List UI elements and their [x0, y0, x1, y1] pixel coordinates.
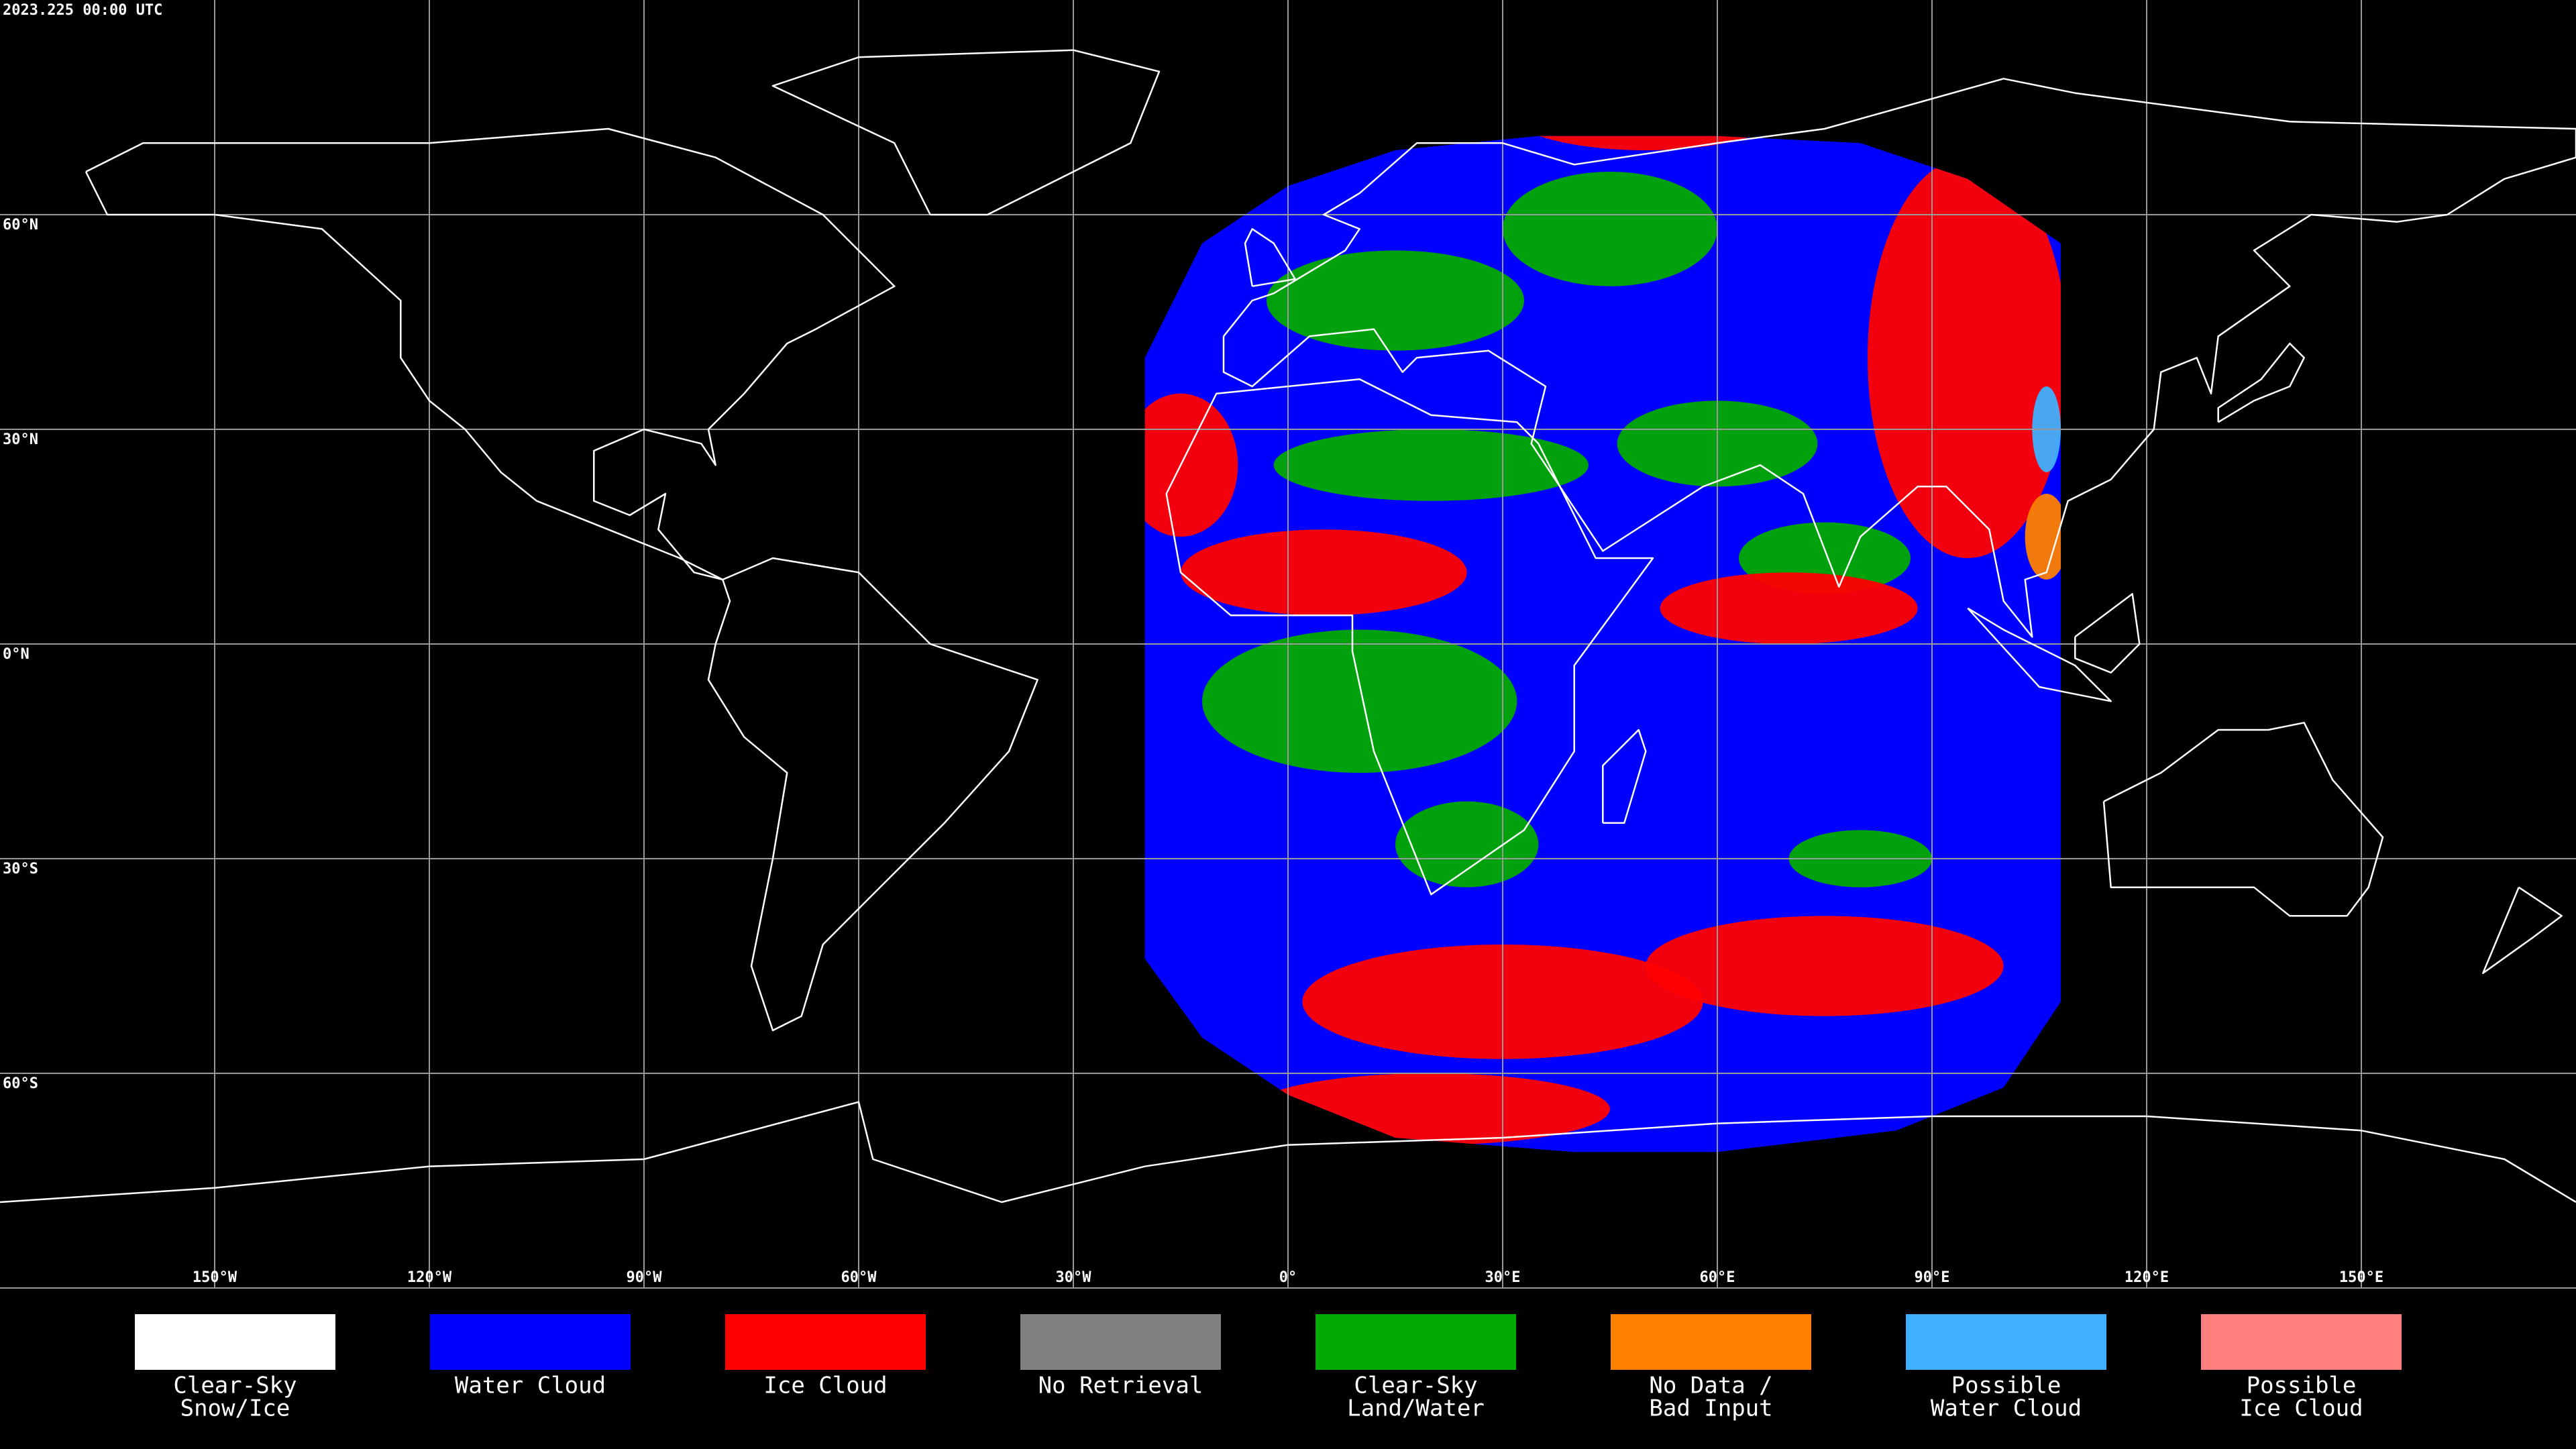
cloud-patch — [1395, 801, 1539, 888]
cloud-patch — [1181, 529, 1467, 616]
legend-label: Water Cloud — [1931, 1395, 2082, 1422]
longitude-label: 30°W — [1056, 1269, 1092, 1286]
cloud-patch — [1646, 916, 2004, 1016]
longitude-label: 30°E — [1485, 1269, 1521, 1286]
legend-swatch — [1316, 1314, 1516, 1370]
latitude-label: 60°N — [3, 217, 38, 233]
legend-label: Land/Water — [1347, 1395, 1485, 1422]
coastline — [2074, 593, 2141, 674]
longitude-label: 90°W — [627, 1269, 663, 1286]
cloud-patch — [1660, 572, 1918, 645]
coastline — [1602, 729, 1647, 824]
latitude-label: 60°S — [3, 1075, 38, 1092]
legend-swatch — [1020, 1314, 1221, 1370]
longitude-label: 60°W — [841, 1269, 877, 1286]
cloud-patch — [1868, 157, 2061, 558]
legend-swatch — [1611, 1314, 1811, 1370]
latitude-label: 30°N — [3, 431, 38, 448]
legend-swatch — [430, 1314, 631, 1370]
longitude-label: 60°E — [1700, 1269, 1735, 1286]
cloud-patch — [1503, 172, 1717, 286]
coastline — [2482, 886, 2563, 974]
legend-label: Possible — [2247, 1373, 2357, 1399]
graticule — [0, 0, 2576, 1289]
legend-label: Water Cloud — [455, 1373, 606, 1399]
coastline — [2102, 722, 2384, 917]
legend-label: Ice Cloud — [763, 1373, 887, 1399]
cloud-patch — [1202, 629, 1517, 773]
legend-swatch — [2201, 1314, 2402, 1370]
cloud-phase-imagery — [1144, 136, 2061, 1152]
longitude-label: 120°W — [407, 1269, 452, 1286]
legend-label: No Data / — [1649, 1373, 1772, 1399]
timestamp: 2023.225 00:00 UTC — [3, 2, 162, 19]
axis-labels: 60°N 30°N 0°N 30°S 60°S 150°W 120°W 90°W 60°W 30°… — [3, 217, 2383, 1286]
coastline — [1967, 607, 2112, 702]
coastline — [2217, 342, 2305, 423]
coastline — [1165, 378, 1654, 896]
coastline — [85, 127, 896, 581]
legend-label: Clear-Sky — [173, 1373, 297, 1399]
latitude-label: 30°S — [3, 861, 38, 877]
legend-label: Bad Input — [1649, 1395, 1772, 1422]
coastline — [1244, 228, 1296, 287]
legend-label: No Retrieval — [1038, 1373, 1203, 1399]
longitude-label: 90°E — [1915, 1269, 1950, 1286]
legend-swatch — [1906, 1314, 2106, 1370]
cloud-patch — [1267, 250, 1524, 351]
coastlines — [0, 49, 2576, 1203]
legend-swatch — [135, 1314, 335, 1370]
cloud-patch — [1273, 429, 1589, 501]
coastline — [707, 557, 1038, 1032]
legend-swatch — [725, 1314, 926, 1370]
coastline — [771, 49, 1161, 216]
legend-label: Clear-Sky — [1354, 1373, 1477, 1399]
coastline — [1222, 78, 2576, 638]
legend-label: Snow/Ice — [180, 1395, 290, 1422]
legend-label: Possible — [1951, 1373, 2061, 1399]
longitude-label: 150°E — [2339, 1269, 2383, 1286]
coastline — [0, 1101, 2576, 1203]
cloud-patch — [2025, 494, 2061, 580]
legend-label: Ice Cloud — [2239, 1395, 2363, 1422]
longitude-label: 150°W — [193, 1269, 237, 1286]
longitude-label: 0° — [1279, 1269, 1297, 1286]
longitude-label: 120°E — [2125, 1269, 2169, 1286]
latitude-label: 0°N — [3, 646, 30, 663]
